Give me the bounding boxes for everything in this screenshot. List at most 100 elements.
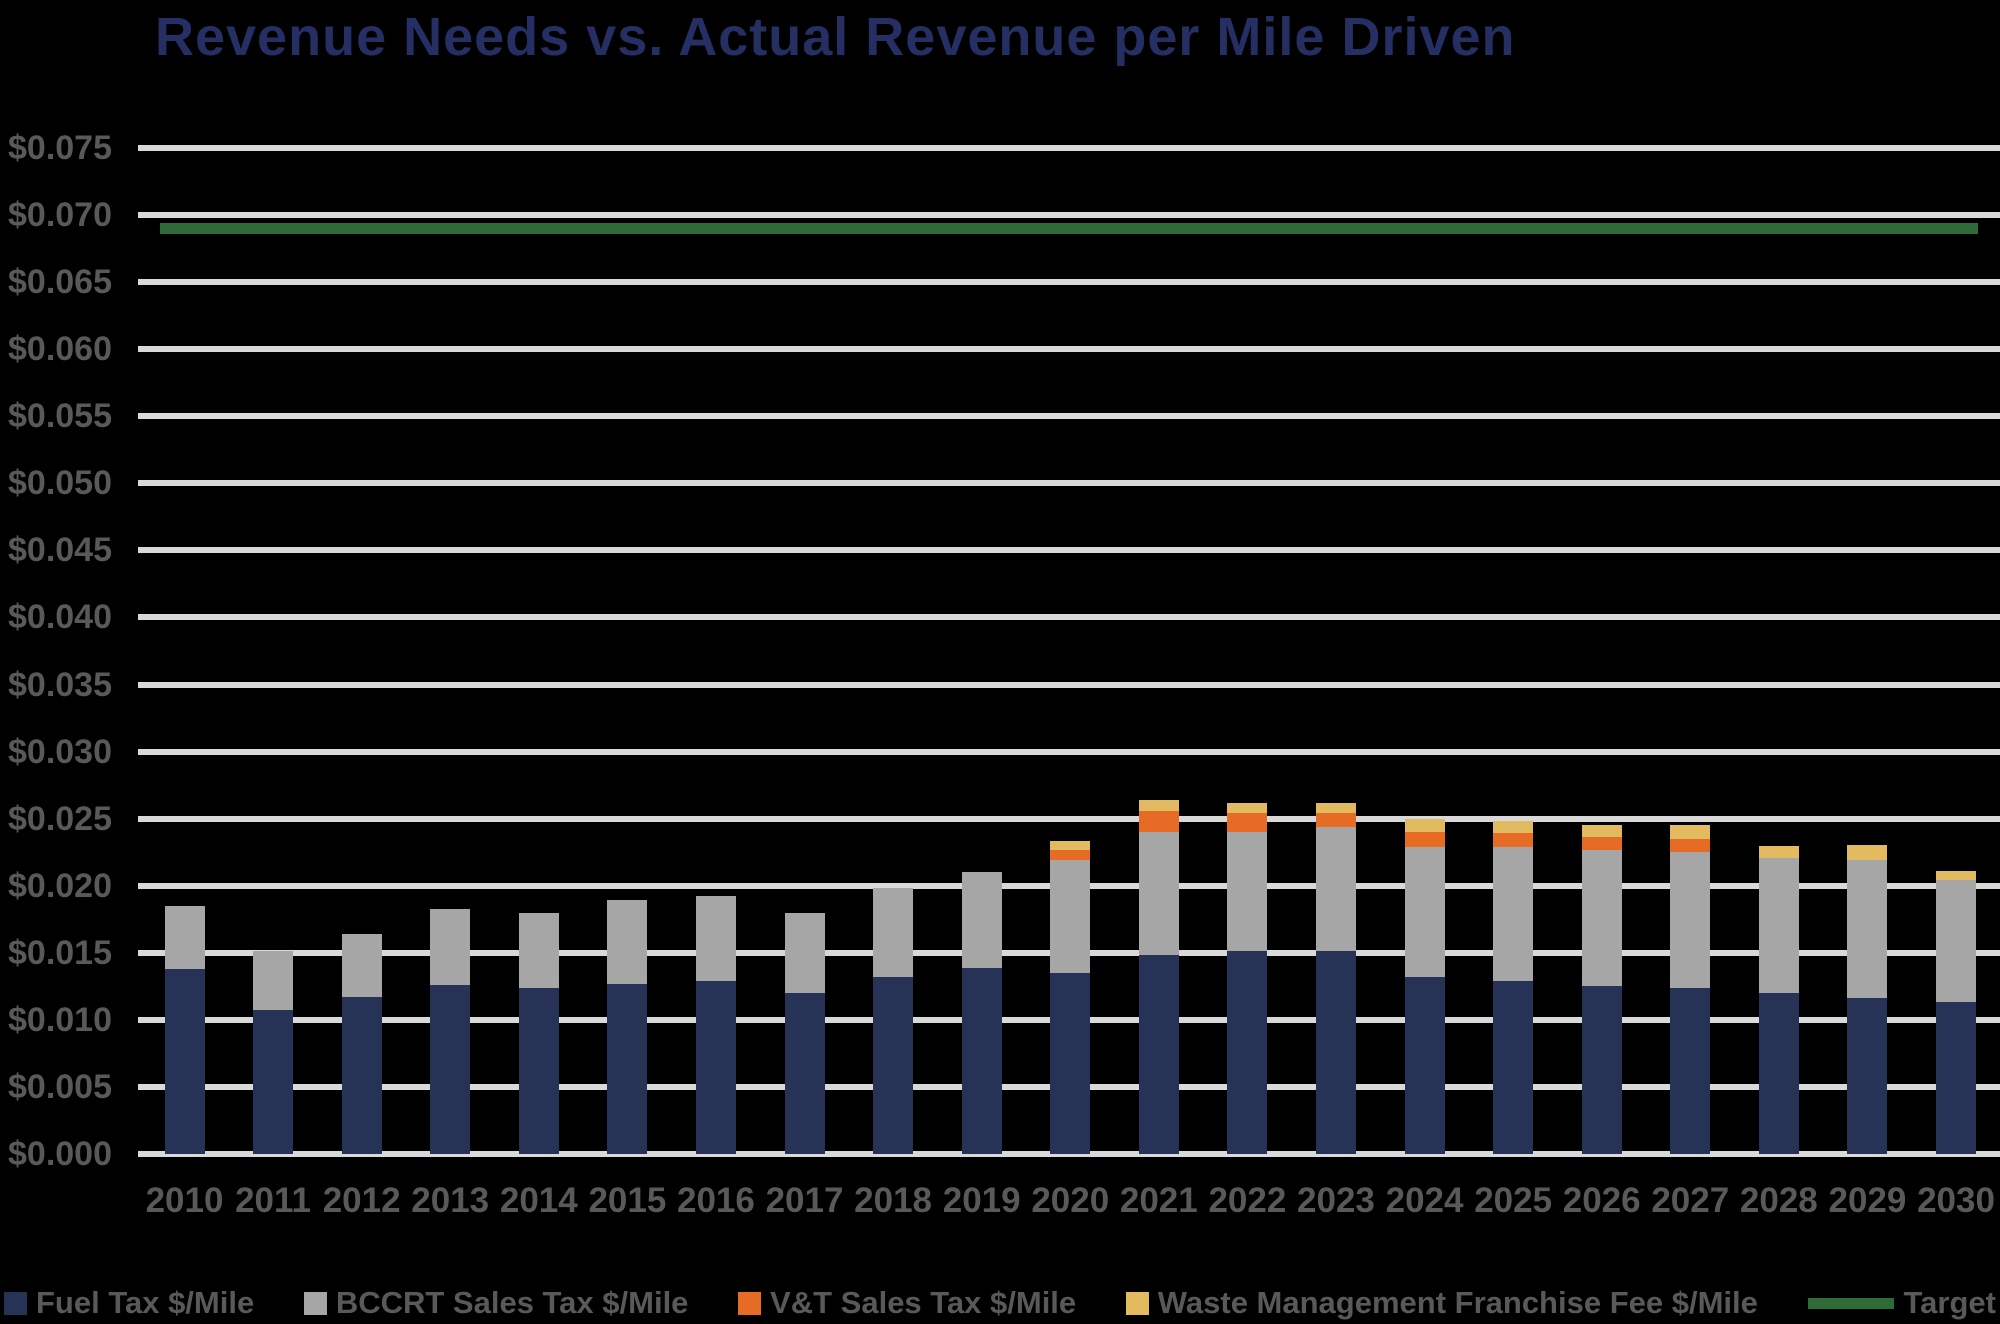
bar-segment-fuel-tax-mile (1758, 993, 1799, 1154)
gridline (138, 815, 2000, 822)
bar-segment-waste-management-franchise-fee-mile (1404, 818, 1445, 833)
x-axis-tick-label: 2026 (1562, 1181, 1641, 1220)
bar-segment-v-t-sales-tax-mile (1404, 832, 1445, 847)
bar-segment-bccrt-sales-tax-mile (1493, 846, 1534, 981)
legend-swatch-icon (4, 1291, 27, 1315)
bar-segment-v-t-sales-tax-mile (1050, 849, 1091, 861)
legend-target-line-icon (1807, 1297, 1894, 1309)
bar-segment-bccrt-sales-tax-mile (1581, 849, 1622, 987)
y-axis-tick-label: $0.000 (8, 1135, 112, 1173)
bar-group-2026 (1581, 825, 1622, 1154)
bar-segment-waste-management-franchise-fee-mile (1227, 802, 1268, 814)
bar-segment-fuel-tax-mile (1493, 980, 1534, 1154)
bar-segment-fuel-tax-mile (1315, 951, 1356, 1154)
bar-segment-bccrt-sales-tax-mile (164, 905, 205, 969)
y-axis-tick-label: $0.075 (8, 129, 112, 167)
gridline (138, 547, 2000, 554)
y-axis-tick-label: $0.010 (8, 1000, 112, 1039)
bar-segment-waste-management-franchise-fee-mile (1050, 841, 1091, 850)
x-axis-tick-label: 2021 (1119, 1181, 1198, 1220)
legend-item: BCCRT Sales Tax $/Mile (303, 1285, 689, 1321)
bar-segment-bccrt-sales-tax-mile (607, 900, 648, 984)
bar-segment-bccrt-sales-tax-mile (1758, 857, 1799, 994)
y-axis-tick-label: $0.025 (8, 799, 112, 838)
bar-segment-fuel-tax-mile (1404, 976, 1445, 1154)
bar-segment-waste-management-franchise-fee-mile (1493, 821, 1534, 834)
y-axis-tick-label: $0.050 (8, 464, 112, 503)
y-axis-tick-label: $0.015 (8, 933, 112, 972)
y-axis-tick-label: $0.070 (8, 196, 112, 235)
bar-segment-bccrt-sales-tax-mile (784, 912, 825, 994)
bar-segment-fuel-tax-mile (164, 968, 205, 1154)
bar-segment-bccrt-sales-tax-mile (1138, 832, 1179, 956)
x-axis-tick-label: 2028 (1739, 1181, 1818, 1220)
bar-group-2022 (1227, 802, 1268, 1154)
bar-group-2018 (873, 888, 914, 1154)
x-axis-tick-label: 2013 (411, 1181, 490, 1220)
bar-segment-v-t-sales-tax-mile (1227, 813, 1268, 833)
gridline (138, 279, 2000, 286)
bar-segment-fuel-tax-mile (1138, 955, 1179, 1154)
x-axis-tick-label: 2019 (942, 1181, 1021, 1220)
gridline (138, 1151, 2000, 1157)
bar-group-2010 (164, 905, 205, 1154)
bar-segment-bccrt-sales-tax-mile (873, 888, 914, 977)
bar-group-2014 (518, 912, 559, 1154)
chart-title: Revenue Needs vs. Actual Revenue per Mil… (155, 7, 1516, 67)
legend-label: Fuel Tax $/Mile (36, 1285, 255, 1320)
x-axis-tick-label: 2029 (1828, 1181, 1907, 1220)
bar-segment-fuel-tax-mile (1227, 951, 1268, 1154)
legend-item: V&T Sales Tax $/Mile (738, 1285, 1076, 1321)
bar-segment-bccrt-sales-tax-mile (961, 872, 1002, 968)
bar-segment-fuel-tax-mile (253, 1010, 294, 1154)
bar-segment-fuel-tax-mile (1847, 998, 1888, 1154)
bar-group-2012 (341, 934, 382, 1154)
bar-segment-waste-management-franchise-fee-mile (1936, 870, 1976, 881)
bar-segment-bccrt-sales-tax-mile (1315, 826, 1356, 952)
bar-segment-bccrt-sales-tax-mile (1847, 860, 1888, 999)
bar-segment-fuel-tax-mile (873, 976, 914, 1154)
bar-segment-fuel-tax-mile (961, 967, 1002, 1154)
bar-group-2023 (1315, 802, 1356, 1154)
gridline (138, 212, 2000, 219)
y-axis-tick-label: $0.035 (8, 665, 112, 704)
x-axis-tick-label: 2024 (1385, 1181, 1464, 1220)
bar-group-2017 (784, 912, 825, 1154)
bar-segment-fuel-tax-mile (784, 993, 825, 1154)
bar-group-2024 (1404, 818, 1445, 1154)
x-axis-tick-label: 2023 (1297, 1181, 1375, 1220)
x-axis-tick-label: 2018 (854, 1181, 933, 1220)
legend-label: Waste Management Franchise Fee $/Mile (1157, 1285, 1758, 1320)
bar-segment-v-t-sales-tax-mile (1670, 838, 1711, 853)
x-axis-tick-label: 2030 (1917, 1181, 1995, 1220)
bar-segment-bccrt-sales-tax-mile (1050, 860, 1091, 973)
bar-group-2025 (1493, 821, 1534, 1154)
y-axis-tick-label: $0.040 (8, 598, 112, 637)
x-axis-tick-label: 2010 (145, 1181, 224, 1220)
bar-segment-fuel-tax-mile (1581, 986, 1622, 1154)
bar-group-2021 (1138, 799, 1179, 1154)
legend-item-target: Target (1807, 1285, 1996, 1321)
bar-group-2011 (253, 951, 294, 1154)
legend-swatch-icon (738, 1291, 762, 1315)
bar-segment-bccrt-sales-tax-mile (1936, 880, 1976, 1003)
y-axis-tick-label: $0.065 (8, 263, 112, 302)
bar-group-2027 (1670, 825, 1711, 1154)
legend-label: BCCRT Sales Tax $/Mile (335, 1285, 689, 1320)
bar-segment-fuel-tax-mile (430, 984, 471, 1154)
bar-segment-v-t-sales-tax-mile (1138, 810, 1179, 833)
x-axis-tick-label: 2015 (588, 1181, 667, 1220)
legend-item: Waste Management Franchise Fee $/Mile (1125, 1285, 1758, 1321)
bar-segment-fuel-tax-mile (1670, 987, 1711, 1154)
legend-label: V&T Sales Tax $/Mile (770, 1285, 1077, 1320)
bar-segment-v-t-sales-tax-mile (1493, 833, 1534, 847)
x-axis-tick-label: 2027 (1651, 1181, 1730, 1220)
y-axis-tick-label: $0.020 (8, 866, 112, 905)
bar-group-2015 (607, 900, 648, 1154)
bar-segment-fuel-tax-mile (695, 980, 736, 1154)
bar-segment-fuel-tax-mile (1936, 1002, 1976, 1154)
x-axis-tick-label: 2020 (1031, 1181, 1110, 1220)
bar-segment-bccrt-sales-tax-mile (253, 951, 294, 1011)
bar-segment-bccrt-sales-tax-mile (518, 912, 559, 988)
